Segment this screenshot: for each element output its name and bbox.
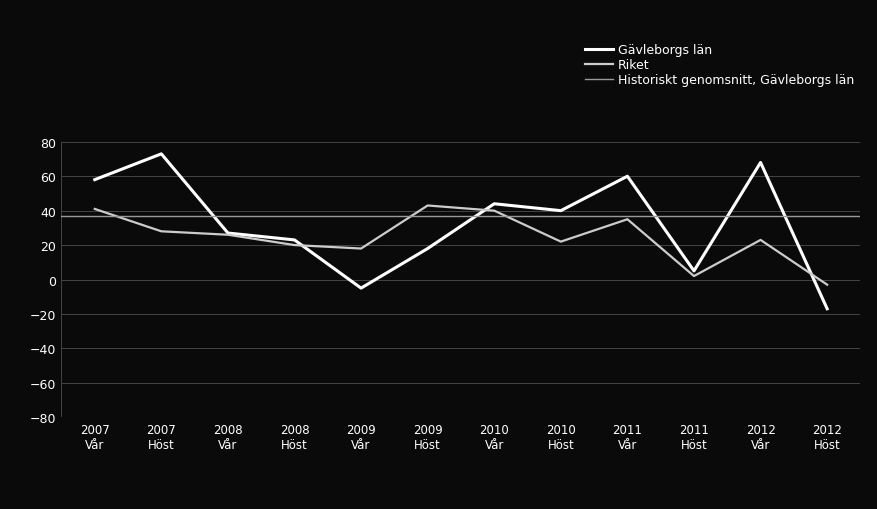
Gävleborgs län — [688, 268, 698, 274]
Riket — [156, 229, 167, 235]
Gävleborgs län — [555, 208, 566, 214]
Riket — [89, 207, 100, 213]
Gävleborgs län — [622, 174, 632, 180]
Historiskt genomsnitt, Gävleborgs län — [156, 213, 167, 219]
Historiskt genomsnitt, Gävleborgs län — [89, 213, 100, 219]
Gävleborgs län — [289, 237, 299, 243]
Gävleborgs län — [422, 246, 432, 252]
Riket — [688, 273, 698, 279]
Riket — [622, 217, 632, 223]
Line: Riket: Riket — [95, 206, 826, 285]
Gävleborgs län — [355, 286, 366, 292]
Gävleborgs län — [89, 177, 100, 183]
Riket — [422, 203, 432, 209]
Riket — [289, 242, 299, 248]
Gävleborgs län — [156, 152, 167, 158]
Gävleborgs län — [754, 160, 765, 166]
Riket — [821, 282, 831, 288]
Gävleborgs län — [223, 231, 233, 237]
Riket — [555, 239, 566, 245]
Gävleborgs län — [488, 201, 499, 208]
Riket — [754, 237, 765, 243]
Riket — [488, 208, 499, 214]
Line: Gävleborgs län: Gävleborgs län — [95, 155, 826, 309]
Legend: Gävleborgs län, Riket, Historiskt genomsnitt, Gävleborgs län: Gävleborgs län, Riket, Historiskt genoms… — [585, 44, 853, 87]
Gävleborgs län — [821, 306, 831, 312]
Riket — [355, 246, 366, 252]
Riket — [223, 232, 233, 238]
